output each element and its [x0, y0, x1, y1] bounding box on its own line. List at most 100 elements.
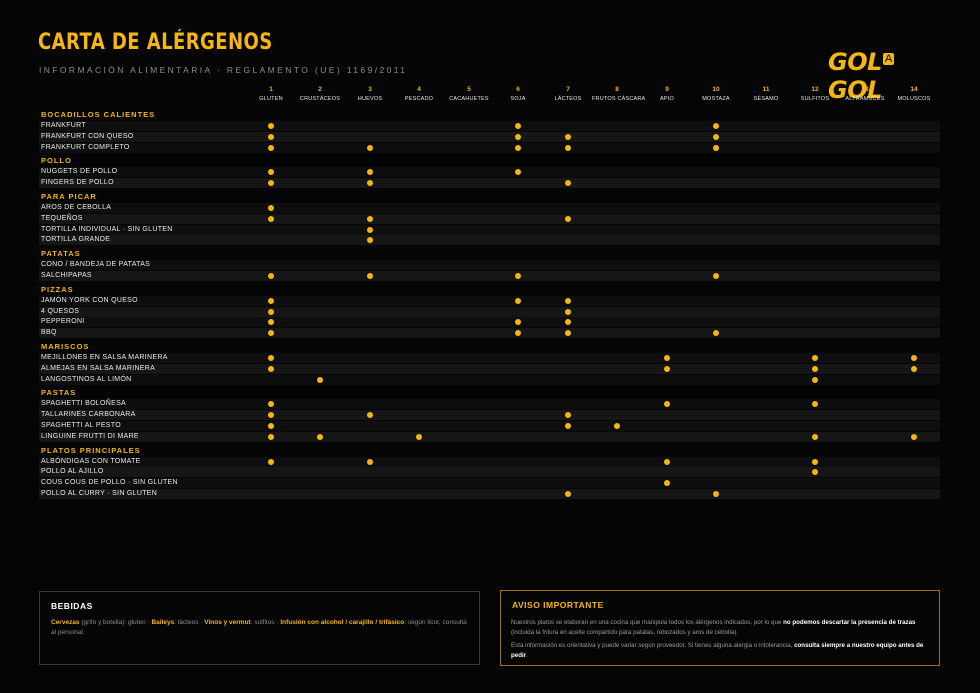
dish-name: TEQUEÑOS: [41, 215, 83, 222]
table-row: AROS DE CEBOLLA: [39, 203, 940, 213]
allergen-name: MOSTAZA: [702, 96, 730, 102]
dish-name: ALMEJAS EN SALSA MARINERA: [41, 365, 156, 372]
page-subtitle: INFORMACIÓN ALIMENTARIA · REGLAMENTO (UE…: [39, 65, 408, 75]
allergen-dot: [812, 366, 818, 372]
allergen-dot: [515, 330, 521, 336]
logo-text-right: GOL: [828, 76, 882, 104]
allergen-dot: [664, 355, 670, 361]
allergen-name: CACAHUETES: [449, 96, 489, 102]
aviso-p2-b: consulta siempre a nuestro equipo antes …: [511, 642, 924, 659]
dish-name: CONO / BANDEJA DE PATATAS: [41, 261, 151, 268]
allergen-column-header: 13 ALTRAMUCES: [840, 86, 890, 102]
allergen-column-header: 5 CACAHUETES: [444, 86, 494, 102]
allergen-number: 7: [566, 86, 570, 93]
dish-name: FRANKFURT COMPLETO: [41, 144, 130, 151]
table-row: BBQ: [39, 328, 940, 338]
table-row: FRANKFURT: [39, 121, 940, 131]
allergen-number: 13: [861, 86, 869, 93]
category-heading: PLATOS PRINCIPALES: [41, 445, 141, 455]
allergen-dot: [565, 180, 571, 186]
dish-name: LANGOSTINOS AL LIMÓN: [41, 376, 132, 383]
allergen-dot: [565, 298, 571, 304]
dish-name: AROS DE CEBOLLA: [41, 204, 112, 211]
table-row: FRANKFURT COMPLETO: [39, 143, 940, 153]
allergen-dot: [268, 412, 274, 418]
allergen-dot: [812, 459, 818, 465]
bebidas-infusion: Infusión con alcohol / carajillo / trifá…: [280, 619, 405, 626]
table-row: MEJILLONES EN SALSA MARINERA: [39, 353, 940, 363]
dish-name: POLLO AL CURRY · SIN GLUTEN: [41, 490, 158, 497]
allergen-dot: [812, 377, 818, 383]
allergen-dot: [713, 123, 719, 129]
bebidas-infusion-detail: : según licor, consulta al personal.: [51, 619, 467, 636]
table-row: 4 QUESOS: [39, 307, 940, 317]
allergen-number: 2: [318, 86, 322, 93]
bebidas-box: BEBIDAS Cervezas (grifo y botella): glut…: [39, 591, 480, 665]
allergen-dot: [515, 298, 521, 304]
bebidas-vinos: Vinos y vermut: [204, 619, 251, 626]
allergen-number: 3: [368, 86, 372, 93]
allergen-dot: [515, 134, 521, 140]
allergen-dot: [515, 169, 521, 175]
allergen-name: ALTRAMUCES: [845, 96, 885, 102]
allergen-dot: [367, 237, 373, 243]
dish-name: SPAGHETTI BOLOÑESA: [41, 400, 127, 407]
allergen-dot: [664, 366, 670, 372]
bebidas-cervezas: Cervezas: [51, 619, 80, 626]
logo-text-mid: A: [882, 53, 895, 65]
allergen-name: SÉSAMO: [753, 96, 779, 102]
dish-name: FRANKFURT CON QUESO: [41, 133, 134, 140]
allergen-name: FRUTOS CÁSCARA: [592, 96, 646, 102]
bebidas-baileys: Baileys: [151, 619, 175, 626]
table-row: NUGGETS DE POLLO: [39, 167, 940, 177]
table-row: LANGOSTINOS AL LIMÓN: [39, 375, 940, 385]
allergen-number: 10: [712, 86, 720, 93]
allergen-dot: [713, 491, 719, 497]
allergen-dot: [268, 180, 274, 186]
allergen-dot: [268, 366, 274, 372]
allergen-dot: [367, 169, 373, 175]
allergen-dot: [664, 459, 670, 465]
allergen-name: APIO: [660, 96, 674, 102]
allergen-dot: [911, 366, 917, 372]
dish-name: SALCHIPAPAS: [41, 272, 92, 279]
aviso-paragraph-2: Esta información es orientativa y puede …: [511, 641, 931, 661]
allergen-dot: [911, 434, 917, 440]
allergen-dot: [268, 123, 274, 129]
bebidas-cervezas-detail: (grifo y botella): gluten ·: [79, 619, 152, 626]
allergen-dot: [713, 134, 719, 140]
allergen-number: 6: [516, 86, 520, 93]
allergen-dot: [713, 145, 719, 151]
allergen-dot: [565, 134, 571, 140]
allergen-dot: [317, 377, 323, 383]
allergen-column-header: 6 SOJA: [493, 86, 543, 102]
table-row: TORTILLA INDIVIDUAL · SIN GLUTEN: [39, 225, 940, 235]
category-heading: PIZZAS: [41, 284, 74, 294]
table-row: COUS COUS DE POLLO · SIN GLUTEN: [39, 478, 940, 488]
bebidas-baileys-detail: : lácteos ·: [174, 619, 205, 626]
allergen-name: MOLUSCOS: [897, 96, 931, 102]
dish-name: 4 QUESOS: [41, 308, 80, 315]
allergen-dot: [664, 480, 670, 486]
dish-name: TORTILLA INDIVIDUAL · SIN GLUTEN: [41, 226, 173, 233]
allergen-dot: [268, 145, 274, 151]
dish-name: ALBÓNDIGAS CON TOMATE: [41, 458, 141, 465]
allergen-dot: [367, 459, 373, 465]
allergen-dot: [515, 319, 521, 325]
allergen-number: 11: [762, 86, 770, 93]
allergen-dot: [911, 355, 917, 361]
table-row: SALCHIPAPAS: [39, 271, 940, 281]
category-heading: POLLO: [41, 156, 72, 166]
dish-name: TORTILLA GRANDE: [41, 236, 111, 243]
aviso-p2-c: .: [526, 652, 528, 659]
category-heading: PATATAS: [41, 249, 81, 259]
table-row: TORTILLA GRANDE: [39, 235, 940, 245]
allergen-column-header: 12 SULFITOS: [790, 86, 840, 102]
allergen-column-header: 14 MOLUSCOS: [889, 86, 939, 102]
allergen-number: 14: [910, 86, 918, 93]
allergen-dot: [416, 434, 422, 440]
allergen-dot: [268, 169, 274, 175]
allergen-number: 1: [269, 86, 273, 93]
allergen-dot: [812, 434, 818, 440]
dish-name: FRANKFURT: [41, 122, 86, 129]
